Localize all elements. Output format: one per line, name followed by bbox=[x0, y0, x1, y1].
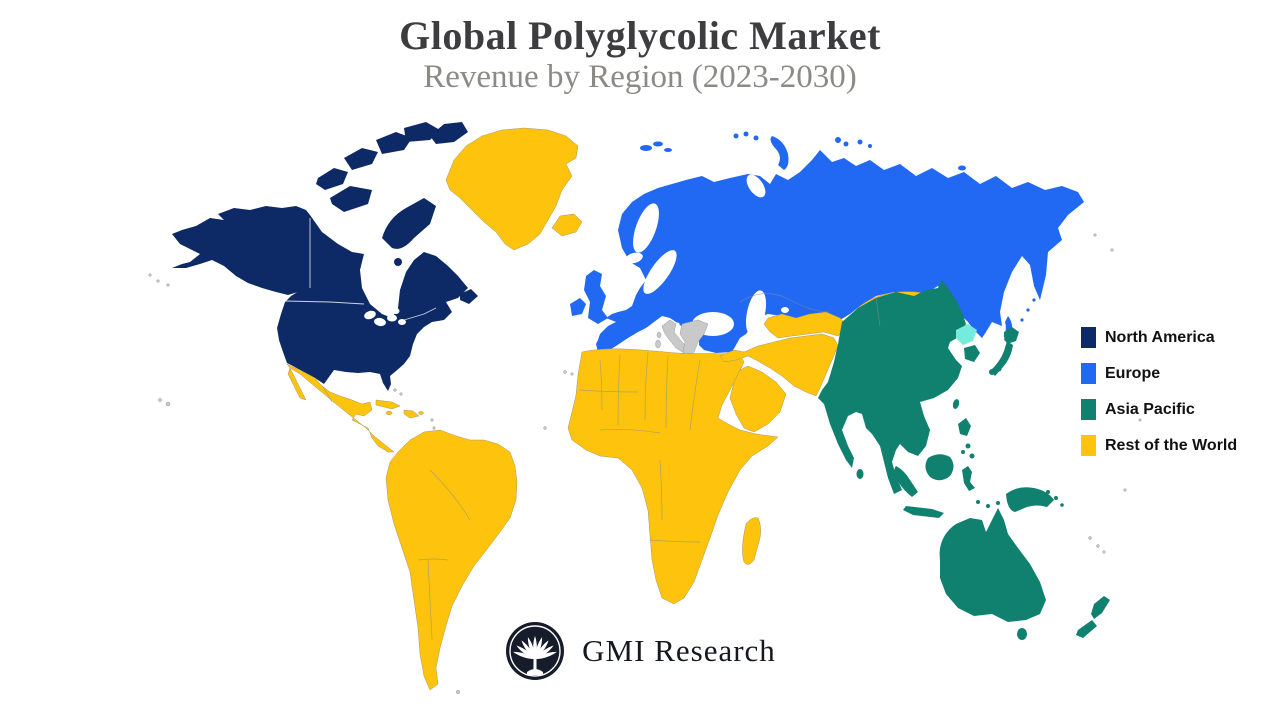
legend-label: Asia Pacific bbox=[1105, 400, 1195, 418]
seas bbox=[625, 174, 789, 353]
island-nz-north bbox=[1091, 596, 1110, 619]
legend-swatch-rest-of-world bbox=[1081, 435, 1096, 456]
region-balkans bbox=[679, 319, 709, 359]
region-china-india-sea bbox=[818, 280, 966, 494]
country-greenland bbox=[445, 127, 579, 251]
island-luzon bbox=[958, 418, 971, 436]
state-alaska bbox=[172, 206, 310, 295]
legend: North America Europe Asia Pacific Rest o… bbox=[1081, 327, 1237, 456]
island-hokkaido bbox=[1004, 327, 1019, 344]
page-title: Global Polyglycolic Market bbox=[399, 13, 881, 58]
island-borneo bbox=[925, 454, 954, 481]
island-baffin bbox=[382, 198, 436, 249]
country-europe-russia bbox=[596, 150, 1084, 353]
legend-item-europe: Europe bbox=[1081, 363, 1237, 384]
legend-item-north-america: North America bbox=[1081, 327, 1237, 348]
peninsula-baja bbox=[287, 367, 307, 401]
region-north-america bbox=[172, 122, 478, 391]
country-iceland bbox=[551, 213, 583, 237]
island-sumatra bbox=[894, 466, 918, 497]
island-java bbox=[903, 506, 944, 518]
country-great-britain bbox=[584, 270, 608, 324]
island-madagascar bbox=[742, 517, 761, 565]
region-arabia bbox=[729, 365, 787, 433]
region-central-asia bbox=[763, 311, 849, 339]
island-new-guinea bbox=[1006, 487, 1054, 512]
country-borders bbox=[321, 293, 881, 641]
island-sulawesi bbox=[962, 466, 975, 491]
region-iran-pakistan bbox=[719, 333, 839, 397]
country-north-korea bbox=[956, 324, 977, 345]
country-south-korea bbox=[964, 345, 980, 362]
great-lakes bbox=[364, 308, 406, 327]
north-america-borders bbox=[284, 218, 437, 321]
region-rest-of-world bbox=[286, 127, 940, 691]
country-mexico-central-america bbox=[286, 363, 395, 453]
region-asia-pacific bbox=[818, 280, 1110, 640]
region-europe bbox=[570, 131, 1084, 353]
island-novaya-zemlya bbox=[770, 136, 789, 170]
island-tasmania bbox=[1017, 628, 1027, 640]
island-honshu bbox=[990, 341, 1013, 376]
island-victoria bbox=[330, 186, 372, 212]
continent-africa bbox=[567, 348, 779, 605]
page-subtitle: Revenue by Region (2023-2030) bbox=[423, 59, 857, 95]
gmi-palm-logo-icon bbox=[506, 622, 565, 680]
country-ireland bbox=[570, 298, 586, 316]
island-newfoundland bbox=[460, 289, 478, 304]
island-cuba bbox=[375, 399, 401, 410]
brand-name: GMI Research bbox=[582, 633, 776, 668]
legend-swatch-asia-pacific bbox=[1081, 399, 1096, 420]
legend-label: North America bbox=[1105, 328, 1215, 346]
island-sri-lanka bbox=[856, 469, 864, 479]
legend-item-asia-pacific: Asia Pacific bbox=[1081, 399, 1237, 420]
country-australia bbox=[939, 508, 1046, 622]
brand-footer: GMI Research bbox=[0, 620, 1280, 682]
island-taiwan bbox=[952, 399, 960, 409]
island-ellesmere bbox=[430, 122, 468, 144]
header: Global Polyglycolic Market Revenue by Re… bbox=[0, 14, 1280, 96]
island-nz-south bbox=[1076, 620, 1097, 638]
continent-south-america bbox=[385, 429, 518, 691]
palm-emblem bbox=[513, 636, 558, 675]
island-hispaniola bbox=[403, 409, 420, 419]
country-canada-usa bbox=[277, 215, 468, 391]
legend-label: Europe bbox=[1105, 364, 1161, 382]
legend-swatch-north-america bbox=[1081, 327, 1096, 348]
legend-label: Rest of the World bbox=[1105, 436, 1238, 454]
legend-item-rest-of-world: Rest of the World bbox=[1081, 435, 1237, 456]
legend-swatch-europe bbox=[1081, 363, 1096, 384]
